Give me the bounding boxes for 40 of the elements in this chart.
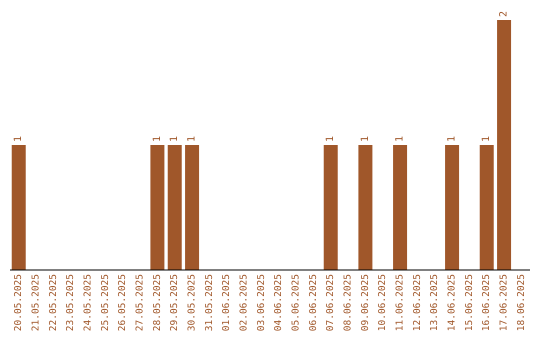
x-tick-label: 08.06.2025 bbox=[342, 274, 354, 332]
x-tick-label: 27.05.2025 bbox=[134, 274, 146, 332]
x-tick-label: 02.06.2025 bbox=[238, 274, 250, 332]
data-label: 1 bbox=[186, 136, 198, 142]
x-tick-label: 21.05.2025 bbox=[30, 274, 42, 332]
x-tick-label: 04.06.2025 bbox=[273, 274, 284, 332]
data-label: 1 bbox=[394, 136, 406, 142]
x-tick-label: 18.06.2025 bbox=[516, 274, 527, 332]
x-tick-label: 26.05.2025 bbox=[117, 274, 128, 332]
data-label: 1 bbox=[152, 136, 163, 142]
x-tick-label: 16.06.2025 bbox=[481, 274, 492, 332]
x-tick-label: 09.06.2025 bbox=[360, 274, 371, 332]
x-tick-label: 07.06.2025 bbox=[325, 274, 336, 332]
x-tick-label: 31.05.2025 bbox=[204, 274, 215, 332]
data-label: 2 bbox=[498, 10, 510, 17]
x-tick-label: 25.05.2025 bbox=[100, 274, 111, 332]
data-label: 1 bbox=[446, 136, 458, 142]
x-tick-label: 06.06.2025 bbox=[308, 274, 319, 332]
x-tick-label: 22.05.2025 bbox=[48, 274, 59, 332]
x-tick-label: 20.05.2025 bbox=[13, 274, 24, 332]
x-tick-label: 11.06.2025 bbox=[394, 274, 406, 332]
x-tick-label: 28.05.2025 bbox=[152, 274, 163, 332]
data-label: 1 bbox=[360, 136, 371, 142]
data-label: 1 bbox=[481, 136, 492, 142]
x-tick-label: 15.06.2025 bbox=[464, 274, 475, 332]
x-tick-label: 10.06.2025 bbox=[377, 274, 388, 332]
x-tick-label: 01.06.2025 bbox=[221, 274, 232, 332]
x-tick-label: 03.06.2025 bbox=[256, 274, 267, 332]
x-tick-label: 30.05.2025 bbox=[186, 274, 198, 332]
x-tick-label: 29.05.2025 bbox=[169, 274, 180, 332]
x-tick-label: 23.05.2025 bbox=[65, 274, 76, 332]
x-tick-label: 05.06.2025 bbox=[290, 274, 302, 332]
x-tick-label: 14.06.2025 bbox=[446, 274, 458, 332]
x-tick-label: 13.06.2025 bbox=[429, 274, 440, 332]
data-label: 1 bbox=[13, 136, 24, 142]
data-label: 1 bbox=[325, 136, 336, 142]
x-tick-label: 12.06.2025 bbox=[412, 274, 423, 332]
x-tick-label: 24.05.2025 bbox=[82, 274, 94, 332]
x-tick-label: 17.06.2025 bbox=[498, 274, 510, 332]
data-label: 1 bbox=[169, 136, 180, 142]
